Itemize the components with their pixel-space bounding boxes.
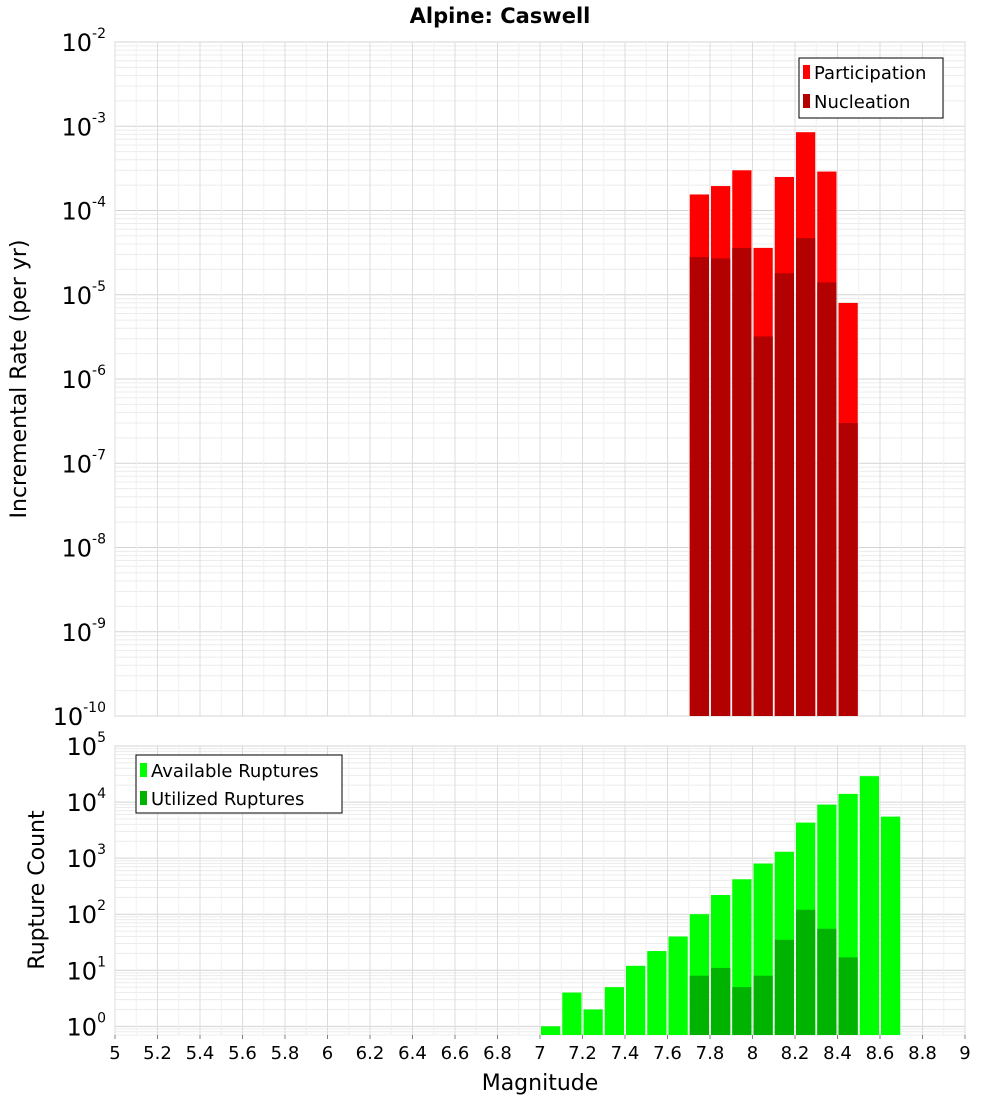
x-tick-label: 6.8 xyxy=(483,1043,512,1064)
top-y-tick-labels: 10-10 10-9 10-8 10-7 10-6 10-5 10-4 10-3 10-2 xyxy=(53,26,107,731)
legend-label-available-ruptures: Available Ruptures xyxy=(151,761,319,782)
x-tick-label: 6.4 xyxy=(398,1043,427,1064)
y-tick-label: 10-9 xyxy=(61,616,106,647)
y-tick-label: 10-4 xyxy=(61,195,106,226)
bar-nucleation xyxy=(753,336,773,716)
bar-utilized-ruptures xyxy=(817,928,837,1035)
bar-available-ruptures xyxy=(583,1009,603,1035)
y-tick-label: 101 xyxy=(67,954,106,985)
legend-label-participation: Participation xyxy=(814,63,926,84)
x-tick-label: 7.2 xyxy=(568,1043,597,1064)
x-axis-label: Magnitude xyxy=(482,1071,599,1096)
x-tick-label: 5 xyxy=(109,1043,120,1064)
bar-nucleation xyxy=(689,257,709,716)
bar-utilized-ruptures xyxy=(774,939,794,1035)
y-tick-label: 104 xyxy=(67,786,107,817)
x-tick-label: 5.6 xyxy=(228,1043,257,1064)
x-tick-label: 6.2 xyxy=(356,1043,385,1064)
bar-nucleation xyxy=(732,247,752,716)
top-legend-box xyxy=(798,57,944,119)
bar-available-ruptures xyxy=(647,951,667,1035)
legend-swatch-nucleation xyxy=(803,94,810,108)
y-tick-label: 105 xyxy=(67,730,106,761)
bar-nucleation xyxy=(711,258,731,716)
legend-label-nucleation: Nucleation xyxy=(814,92,910,113)
bar-utilized-ruptures xyxy=(711,967,731,1035)
legend-swatch-utilized-ruptures xyxy=(140,791,147,805)
y-tick-label: 10-10 xyxy=(53,700,106,731)
x-tick-label: 8.8 xyxy=(908,1043,937,1064)
y-tick-label: 103 xyxy=(67,842,106,873)
bar-available-ruptures xyxy=(668,936,688,1035)
chart-title: Alpine: Caswell xyxy=(410,4,591,28)
y-tick-label: 10-2 xyxy=(61,26,106,57)
bar-nucleation xyxy=(796,238,816,716)
bar-available-ruptures xyxy=(626,965,646,1035)
x-tick-label: 8.4 xyxy=(823,1043,852,1064)
bar-available-ruptures xyxy=(562,992,582,1035)
y-tick-label: 102 xyxy=(67,898,106,929)
x-tick-label: 7.4 xyxy=(611,1043,640,1064)
x-tick-label: 7.8 xyxy=(696,1043,725,1064)
y-tick-label: 10-7 xyxy=(61,447,106,478)
x-tick-label: 7.6 xyxy=(653,1043,682,1064)
bar-utilized-ruptures xyxy=(838,957,858,1035)
x-tick-labels: 5 5.2 5.4 5.6 5.8 6 6.2 6.4 6.6 6.8 7 7.2 7.4 7.6 7.8 8… xyxy=(109,1035,971,1064)
x-tick-label: 5.8 xyxy=(271,1043,300,1064)
bottom-y-tick-labels: 100 101 102 103 104 105 xyxy=(67,730,107,1041)
x-tick-label: 8 xyxy=(747,1043,758,1064)
bottom-bars xyxy=(541,776,901,1035)
y-tick-label: 10-6 xyxy=(61,363,106,394)
top-bars xyxy=(689,132,858,717)
y-tick-label: 100 xyxy=(67,1010,106,1041)
incremental-rate-panel: 10-10 10-9 10-8 10-7 10-6 10-5 10-4 10-3 10-2 In… xyxy=(7,26,966,731)
bottom-legend-box xyxy=(135,754,343,814)
x-tick-label: 8.6 xyxy=(866,1043,895,1064)
bar-available-ruptures xyxy=(604,987,624,1035)
y-tick-label: 10-8 xyxy=(61,532,106,563)
bar-utilized-ruptures xyxy=(753,975,773,1035)
bar-available-ruptures xyxy=(541,1026,561,1035)
x-tick-label: 9 xyxy=(959,1043,970,1064)
x-tick-label: 7 xyxy=(534,1043,545,1064)
x-tick-label: 5.2 xyxy=(143,1043,172,1064)
legend-label-utilized-ruptures: Utilized Ruptures xyxy=(151,789,304,810)
bar-utilized-ruptures xyxy=(689,975,709,1035)
bar-utilized-ruptures xyxy=(796,909,816,1035)
bar-nucleation xyxy=(838,423,858,716)
bottom-legend: Available Ruptures Utilized Ruptures xyxy=(135,754,343,814)
bottom-y-axis-label: Rupture Count xyxy=(25,810,50,970)
rupture-count-panel: 100 101 102 103 104 105 5 5.2 5.4 5.6 5.8 6 6.2 6.4 6… xyxy=(25,730,971,1096)
y-tick-label: 10-5 xyxy=(61,279,106,310)
bar-utilized-ruptures xyxy=(732,987,752,1035)
bar-nucleation xyxy=(774,273,794,716)
x-tick-label: 6 xyxy=(322,1043,333,1064)
y-tick-label: 10-3 xyxy=(61,110,106,141)
legend-swatch-available-ruptures xyxy=(140,763,147,777)
top-y-axis-label: Incremental Rate (per yr) xyxy=(7,240,32,519)
x-tick-label: 8.2 xyxy=(781,1043,810,1064)
bar-available-ruptures xyxy=(859,776,879,1035)
x-tick-label: 6.6 xyxy=(441,1043,470,1064)
x-tick-label: 5.4 xyxy=(186,1043,215,1064)
legend-swatch-participation xyxy=(803,65,810,79)
bar-available-ruptures xyxy=(881,816,901,1035)
top-legend: Participation Nucleation xyxy=(798,57,944,119)
top-grid xyxy=(114,41,966,717)
bar-nucleation xyxy=(817,282,837,716)
